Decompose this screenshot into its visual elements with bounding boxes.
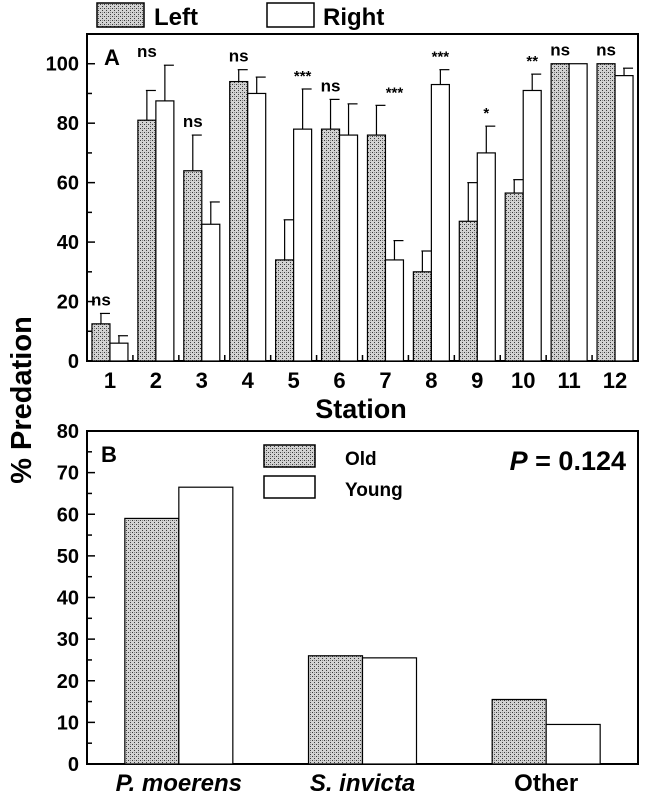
y-tick-label-a: 40	[57, 232, 79, 254]
bar-young	[361, 657, 418, 765]
legend-b: Old Young	[263, 444, 403, 501]
bar-right	[568, 63, 588, 362]
significance-label: ns	[596, 41, 616, 60]
bar-left	[504, 192, 524, 362]
x-tick-label-a: 10	[511, 368, 535, 393]
bars-b	[124, 486, 601, 765]
significance-label: ***	[294, 68, 312, 85]
panel-b: B Old Young P = 0.124 01020304050607080 …	[57, 421, 639, 794]
y-tick-label-b: 40	[57, 588, 79, 610]
bar-young	[545, 723, 601, 765]
legend-swatch-young	[263, 475, 316, 499]
bar-right	[522, 89, 542, 362]
x-tick-labels-b: P. moerens S. invicta Other	[116, 770, 578, 794]
legend-a: Left Right	[96, 2, 384, 31]
legend-swatch-old	[263, 444, 316, 468]
y-tick-label-a: 100	[46, 54, 79, 76]
bar-left	[275, 259, 295, 362]
bar-right	[338, 134, 359, 362]
x-tick-label-a: 2	[150, 368, 162, 393]
y-tick-label-b: 60	[57, 504, 79, 526]
x-tick-label-a: 4	[242, 368, 255, 393]
legend-label-young: Young	[345, 480, 403, 501]
bar-left	[183, 170, 203, 362]
significance-label: ***	[432, 49, 450, 66]
bar-right	[109, 342, 129, 362]
x-tick-label-a: 9	[471, 368, 483, 393]
legend-label-right: Right	[323, 4, 384, 31]
significance-label: ns	[550, 41, 570, 60]
legend-swatch-right	[266, 2, 315, 28]
x-tick-label-a: 1	[104, 368, 116, 393]
legend-label-old: Old	[345, 449, 377, 470]
bar-old	[124, 517, 180, 765]
x-tick-labels-a: 1 2 3 4 5 6 7 8 9 10 11 12	[104, 368, 627, 393]
bars-a	[91, 63, 639, 362]
x-tick-label-a: 7	[379, 368, 391, 393]
p-value-text: = 0.124	[528, 446, 626, 476]
y-tick-label-a: 80	[57, 113, 79, 135]
y-tick-label-b: 0	[68, 754, 79, 776]
bar-left	[91, 323, 111, 362]
bar-right	[155, 100, 175, 362]
p-value-symbol: P	[510, 446, 529, 476]
x-tick-label-a: 3	[196, 368, 208, 393]
panel-label-a: A	[104, 45, 120, 70]
y-ticks-a: 0 20 40 60 80 100	[46, 33, 95, 373]
significance-label: ***	[386, 84, 404, 101]
legend-label-left: Left	[154, 4, 198, 31]
x-axis-label-a: Station	[315, 394, 407, 424]
x-tick-label-a: 8	[425, 368, 437, 393]
bar-left	[412, 271, 432, 362]
significance-label: ns	[321, 76, 341, 95]
bar-left	[458, 220, 478, 362]
x-tick-label-b: S. invicta	[310, 770, 415, 794]
y-tick-label-b: 10	[57, 712, 79, 734]
bar-right	[384, 259, 405, 362]
y-tick-label-b: 30	[57, 629, 79, 651]
p-value: P = 0.124	[510, 446, 626, 476]
x-tick-label-a: 5	[288, 368, 300, 393]
bar-old	[307, 655, 364, 765]
x-tick-label-b: Other	[514, 770, 578, 794]
x-tick-label-b: P. moerens	[116, 770, 242, 794]
x-tick-label-a: 6	[333, 368, 345, 393]
y-tick-label-a: 60	[57, 173, 79, 195]
significance-label: ns	[183, 112, 203, 131]
x-tick-label-a: 12	[603, 368, 627, 393]
x-tick-label-a: 11	[557, 368, 580, 393]
bar-right	[430, 83, 450, 362]
bar-left	[320, 128, 341, 362]
y-tick-label-b: 20	[57, 671, 79, 693]
y-axis-label: % Predation	[6, 316, 38, 484]
bar-left	[137, 119, 157, 362]
bar-old	[491, 698, 547, 765]
y-tick-label-a: 0	[68, 351, 79, 373]
bar-right	[201, 223, 221, 362]
bar-right	[476, 152, 496, 362]
legend-swatch-left	[96, 2, 145, 28]
y-ticks-b: 0 10 20 30 40 50 60 70 80	[57, 421, 95, 776]
bar-left	[229, 80, 249, 362]
panel-label-b: B	[101, 442, 117, 467]
bar-left	[596, 63, 616, 362]
bar-left	[550, 63, 570, 362]
y-tick-label-b: 80	[57, 421, 79, 443]
significance-label: ns	[91, 290, 111, 309]
bar-young	[178, 486, 234, 765]
bar-right	[614, 75, 634, 362]
significance-label: ns	[137, 42, 157, 61]
y-tick-label-b: 70	[57, 463, 79, 485]
bar-right	[247, 92, 267, 362]
bar-right	[293, 128, 313, 362]
significance-label: ns	[229, 47, 249, 66]
y-tick-label-b: 50	[57, 546, 79, 568]
significance-label: **	[526, 53, 538, 70]
y-tick-label-a: 20	[57, 292, 79, 314]
significance-label: *	[483, 105, 489, 122]
bar-left	[366, 134, 387, 362]
